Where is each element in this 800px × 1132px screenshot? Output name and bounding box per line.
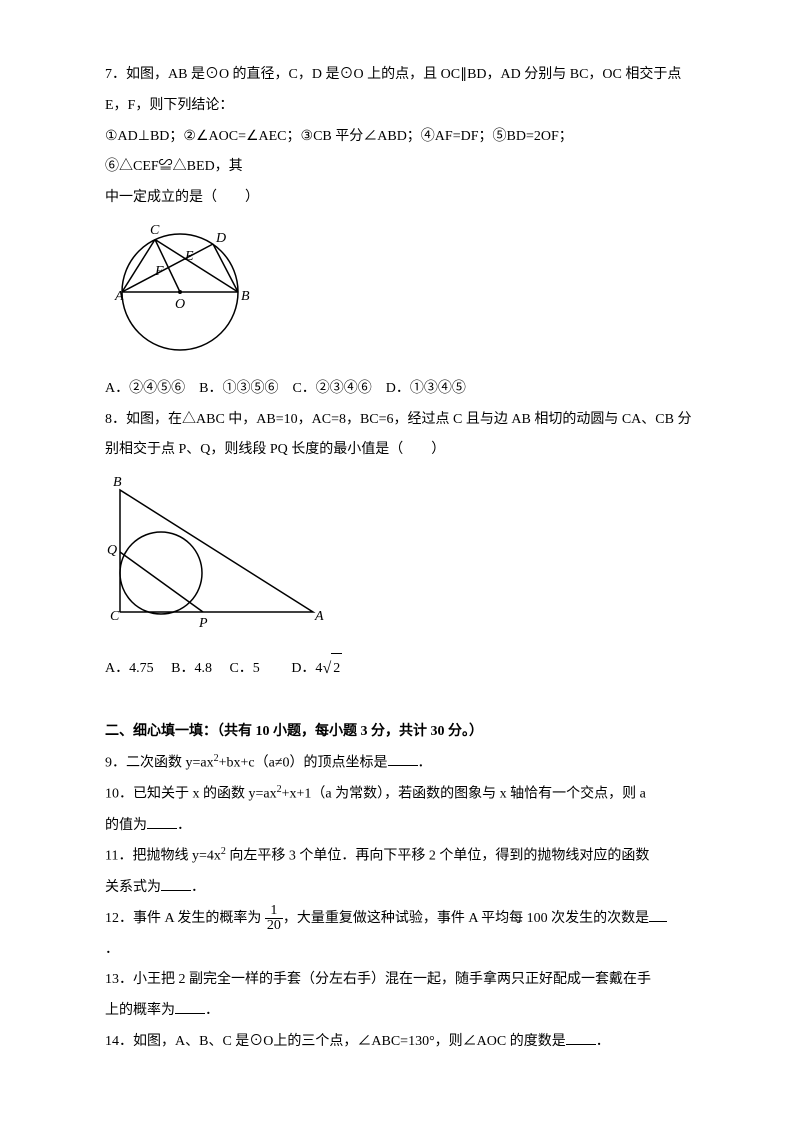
spacer (105, 686, 695, 717)
q7-line2: E，F，则下列结论： (105, 91, 695, 122)
q8-optB: B．4.8 (171, 661, 212, 676)
q7-label-O: O (175, 297, 185, 312)
q8-label-Q: Q (107, 543, 117, 558)
q12-text: 12．事件 A 发生的概率为 1 20 ，大量重复做这种试验，事件 A 平均每 … (105, 904, 695, 935)
q7-label-B: B (241, 289, 250, 304)
q10-line2: 的值为． (105, 811, 695, 842)
q10-line1: 10．已知关于 x 的函数 y=ax2+x+1（a 为常数），若函数的图象与 x… (105, 779, 695, 810)
q7-line4: 中一定成立的是（ ） (105, 183, 695, 214)
q14-text: 14．如图，A、B、C 是⊙O上的三个点，∠ABC=130°，则∠AOC 的度数… (105, 1027, 695, 1058)
q8-optA: A．4.75 (105, 661, 154, 676)
q9-blank (388, 751, 418, 766)
q11-line1: 11．把抛物线 y=4x2 向左平移 3 个单位．再向下平移 2 个单位，得到的… (105, 841, 695, 872)
q13-line1: 13．小王把 2 副完全一样的手套（分左右手）混在一起，随手拿两只正好配成一套戴… (105, 965, 695, 996)
q12-text-period: ． (105, 935, 695, 966)
q8-figure: C B A Q P (105, 472, 695, 645)
q12-blank (649, 907, 667, 922)
section2-title: 二、细心填一填：（共有 10 小题，每小题 3 分，共计 30 分。） (105, 717, 695, 748)
q8-options: A．4.75 B．4.8 C．5 D．4√2 (105, 651, 695, 686)
q12-fraction: 1 20 (265, 904, 283, 933)
q8-label-C: C (110, 609, 120, 624)
q8-line2: 别相交于点 P、Q，则线段 PQ 长度的最小值是（ ） (105, 435, 695, 466)
q7-circle-diagram: A B O C D E F (105, 220, 260, 355)
exam-page: 7．如图，AB 是⊙O 的直径，C，D 是⊙O 上的点，且 OC∥BD，AD 分… (0, 0, 800, 1098)
q8-label-P: P (198, 616, 208, 631)
q7-options: A．②④⑤⑥ B．①③⑤⑥ C．②③④⑥ D．①③④⑤ (105, 374, 695, 405)
q8-label-A: A (314, 609, 324, 624)
q13-line2: 上的概率为． (105, 996, 695, 1027)
q8-optD: D．4√2 (291, 661, 342, 676)
q9-text: 9．二次函数 y=ax2+bx+c（a≠0）的顶点坐标是． (105, 748, 695, 779)
q10-blank (147, 814, 177, 829)
q8-optC: C．5 (229, 661, 259, 676)
q11-blank (161, 876, 191, 891)
q11-line2: 关系式为． (105, 873, 695, 904)
q14-blank (566, 1030, 596, 1045)
q7-label-D: D (215, 231, 226, 246)
q7-label-F: F (154, 264, 164, 279)
q7-line1: 7．如图，AB 是⊙O 的直径，C，D 是⊙O 上的点，且 OC∥BD，AD 分… (105, 60, 695, 91)
q8-triangle-diagram: C B A Q P (105, 472, 330, 632)
q7-label-C: C (150, 223, 160, 238)
q7-line3: ①AD⊥BD；②∠AOC=∠AEC；③CB 平分∠ABD；④AF=DF；⑤BD=… (105, 122, 695, 184)
q7-label-A: A (114, 289, 124, 304)
q8-label-B: B (113, 475, 122, 490)
q13-blank (175, 999, 205, 1014)
q8-line1: 8．如图，在△ABC 中，AB=10，AC=8，BC=6，经过点 C 且与边 A… (105, 405, 695, 436)
q7-label-E: E (184, 249, 194, 264)
q7-figure: A B O C D E F (105, 220, 695, 368)
